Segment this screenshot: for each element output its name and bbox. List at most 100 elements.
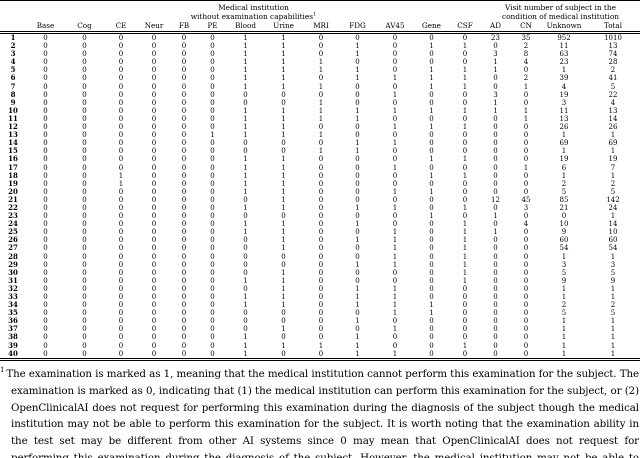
cell: 0: [210, 187, 215, 196]
cell: 0: [243, 309, 248, 318]
column-header-ce: CE: [104, 21, 138, 34]
cell: 0: [523, 244, 529, 253]
cell: 26: [559, 123, 569, 132]
cell: 0: [151, 268, 157, 277]
cell: 1: [243, 179, 248, 188]
cell: 0: [429, 325, 434, 334]
cell: 0: [462, 212, 468, 221]
cell: 0: [210, 147, 215, 156]
cell: 0: [281, 252, 286, 261]
cell: 0: [210, 341, 215, 350]
row-number: 6: [10, 74, 16, 83]
cell: 0: [118, 98, 124, 107]
cell: 0: [82, 187, 87, 196]
cell: 0: [392, 268, 398, 277]
cell: 1: [281, 187, 286, 196]
cell: 1: [355, 341, 360, 350]
cell: 0: [82, 66, 87, 75]
cell: 1: [281, 179, 286, 188]
cell: 0: [429, 349, 434, 358]
cell: 85: [559, 195, 569, 204]
cell: 1: [392, 187, 398, 196]
cell: 60: [608, 236, 618, 245]
cell: 0: [355, 325, 360, 334]
cell: 0: [318, 228, 324, 237]
cell: 0: [493, 276, 498, 285]
cell: 0: [43, 42, 48, 51]
cell: 21: [559, 203, 569, 212]
cell: 0: [462, 293, 468, 301]
cell: 0: [462, 317, 468, 326]
cell: 0: [151, 349, 157, 358]
cell: 0: [181, 98, 187, 107]
cell: 1: [429, 212, 434, 221]
cell: 1: [392, 139, 398, 148]
cell: 3: [493, 50, 498, 59]
row-number: 26: [8, 236, 18, 245]
cell: 0: [118, 195, 124, 204]
cell: 10: [608, 228, 618, 237]
cell: 1: [462, 341, 468, 350]
cell: 0: [118, 220, 124, 229]
cell: 0: [82, 284, 87, 293]
cell: 0: [181, 163, 187, 172]
cell: 0: [243, 260, 248, 269]
cell: 0: [151, 301, 157, 310]
cell: 0: [210, 260, 215, 269]
cell: 5: [610, 82, 616, 91]
cell: 1: [281, 276, 286, 285]
cell: 0: [118, 317, 124, 326]
cell: 8: [523, 50, 529, 59]
row-number: 38: [8, 333, 18, 342]
cell: 1: [355, 203, 360, 212]
cell: 0: [243, 98, 248, 107]
cell: 1: [243, 187, 248, 196]
cell: 54: [608, 244, 618, 253]
cell: 24: [608, 203, 618, 212]
cell: 0: [318, 50, 324, 59]
cell: 1: [355, 333, 360, 342]
cell: 0: [392, 131, 398, 140]
cell: 0: [429, 333, 434, 342]
table-row: 11 0 0 0 0 0 0 1 1 1 1 0 0 0 0 1 13 14: [0, 115, 640, 123]
cell: 0: [43, 244, 48, 253]
cell: 6: [561, 163, 567, 172]
cell: 1: [462, 268, 468, 277]
cell: 4: [561, 82, 567, 91]
cell: 1: [318, 106, 324, 115]
cell: 0: [118, 228, 124, 237]
cell: 0: [181, 260, 187, 269]
cell: 0: [429, 203, 434, 212]
cell: 4: [610, 98, 616, 107]
cell: 0: [318, 276, 324, 285]
cell: 1: [429, 309, 434, 318]
cell: 1: [281, 220, 286, 229]
cell: 1: [392, 309, 398, 318]
cell: 0: [318, 179, 324, 188]
cell: 1: [281, 284, 286, 293]
cell: 1: [281, 268, 286, 277]
cell: 13: [559, 114, 569, 123]
cell: 0: [181, 301, 187, 310]
cell: 0: [210, 309, 215, 318]
cell: 1: [462, 276, 468, 285]
row-number: 31: [8, 276, 18, 285]
cell: 0: [493, 187, 498, 196]
cell: 1: [392, 349, 398, 358]
cell: 0: [210, 114, 215, 123]
cell: 1: [318, 147, 324, 156]
table-row: 26 0 0 0 0 0 0 0 1 0 1 1 0 1 0 0 60 60: [0, 236, 640, 244]
cell: 3: [561, 260, 567, 269]
cell: 0: [118, 50, 124, 59]
cell: 1: [318, 66, 324, 75]
cell: 0: [118, 212, 124, 221]
cell: 0: [210, 268, 215, 277]
cell: 1: [118, 179, 124, 188]
cell: 0: [82, 123, 87, 132]
cell: 0: [523, 276, 529, 285]
cell: 0: [462, 333, 468, 342]
cell: 0: [523, 333, 529, 342]
cell: 0: [43, 163, 48, 172]
cell: 0: [43, 34, 48, 42]
cell: 3: [523, 203, 529, 212]
